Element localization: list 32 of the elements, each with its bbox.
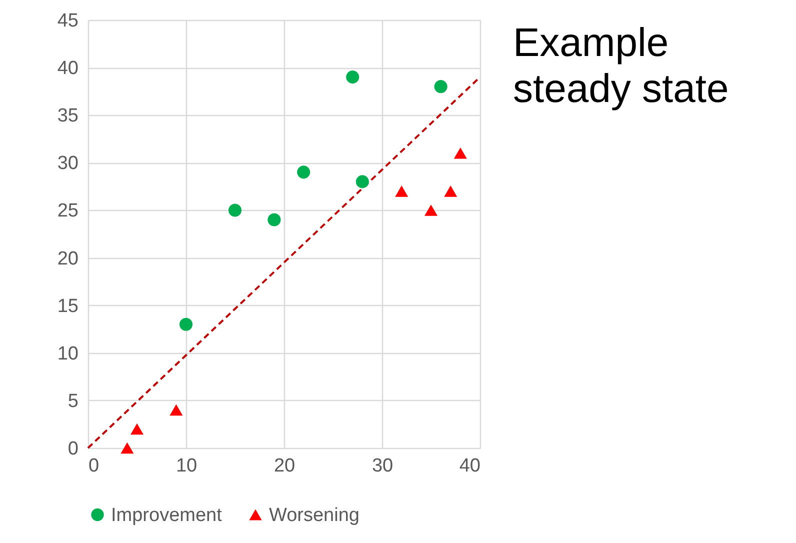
point: [454, 148, 467, 159]
point: [297, 166, 310, 179]
point: [120, 442, 134, 454]
point: [356, 175, 369, 188]
point: [444, 186, 458, 197]
x-tick-label: 40: [459, 456, 480, 476]
point: [130, 423, 144, 435]
y-tick-label: 40: [57, 58, 78, 80]
legend-label: Worsening: [269, 504, 360, 526]
y-tick-label: 35: [57, 106, 78, 127]
y-tick-label: 15: [57, 296, 78, 317]
x-tick-label: 30: [372, 456, 394, 476]
y-tick-label: 20: [57, 248, 78, 270]
y-tick-label: 30: [57, 153, 78, 174]
y-tick-label: 25: [57, 200, 78, 222]
legend-label: Improvement: [111, 504, 223, 526]
y-tick-label: 45: [57, 10, 78, 32]
x-tick-label: 20: [274, 456, 296, 476]
y-tick-label: 0: [68, 438, 78, 460]
x-tick-label: 0: [88, 456, 100, 476]
point: [268, 213, 281, 226]
text: Example steady state: [513, 21, 729, 111]
point: [179, 318, 193, 331]
x-tick-label: 10: [176, 456, 198, 476]
point: [228, 204, 242, 217]
point: [170, 404, 183, 416]
point: [395, 186, 408, 197]
y-tick-label: 10: [57, 343, 78, 364]
point: [424, 204, 438, 216]
point: [346, 70, 360, 84]
y-tick-label: 5: [68, 390, 78, 412]
point: [434, 80, 448, 94]
